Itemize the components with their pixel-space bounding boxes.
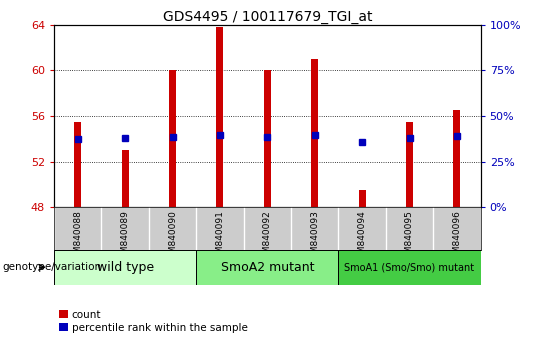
Text: genotype/variation: genotype/variation [3,262,102,272]
Bar [339,250,481,285]
Text: GSM840092: GSM840092 [263,211,272,265]
Bar [264,70,271,207]
Text: SmoA1 (Smo/Smo) mutant: SmoA1 (Smo/Smo) mutant [345,262,475,272]
Text: GSM840088: GSM840088 [73,211,82,266]
Text: SmoA2 mutant: SmoA2 mutant [220,261,314,274]
Title: GDS4495 / 100117679_TGI_at: GDS4495 / 100117679_TGI_at [163,10,372,24]
Text: GSM840089: GSM840089 [120,211,130,266]
Text: wild type: wild type [97,261,154,274]
Bar [169,70,176,207]
Text: GSM840091: GSM840091 [215,211,225,266]
Bar [54,250,196,285]
Bar [454,110,461,207]
Bar [406,122,413,207]
Bar [217,27,224,207]
Text: GSM840096: GSM840096 [453,211,461,266]
Text: GSM840093: GSM840093 [310,211,319,266]
Text: GSM840095: GSM840095 [405,211,414,266]
Bar [74,122,81,207]
Legend: count, percentile rank within the sample: count, percentile rank within the sample [59,310,247,333]
Bar [196,250,339,285]
Bar [311,59,318,207]
Bar [359,190,366,207]
Text: GSM840090: GSM840090 [168,211,177,266]
Bar [122,150,129,207]
Text: GSM840094: GSM840094 [357,211,367,265]
